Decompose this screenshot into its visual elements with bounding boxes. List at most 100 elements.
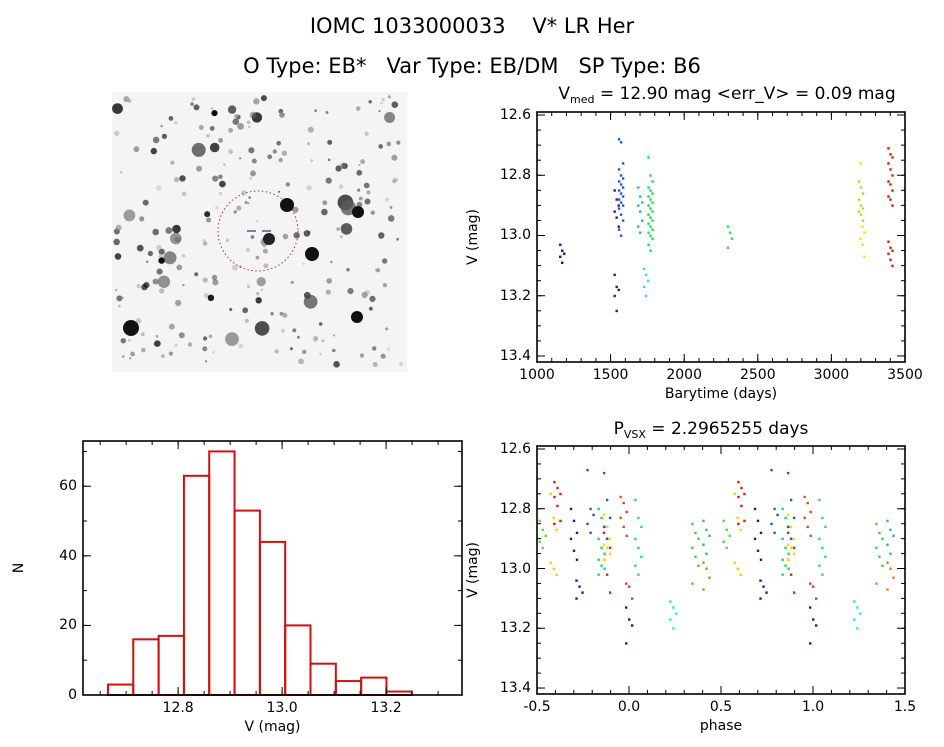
star xyxy=(198,125,204,130)
star xyxy=(218,138,224,143)
data-point xyxy=(617,180,621,183)
data-point xyxy=(621,195,625,198)
star xyxy=(270,312,274,316)
star xyxy=(212,351,215,354)
star xyxy=(357,188,361,192)
data-point xyxy=(786,531,790,535)
star xyxy=(279,112,285,118)
star xyxy=(336,227,340,231)
star xyxy=(351,311,363,323)
star xyxy=(282,312,288,318)
data-point xyxy=(809,534,812,538)
data-point xyxy=(619,495,622,499)
star xyxy=(325,111,329,114)
data-point xyxy=(625,642,628,645)
star xyxy=(298,358,304,365)
data-point xyxy=(887,252,890,255)
y-tick-label: 12.8 xyxy=(499,500,531,517)
star xyxy=(391,101,399,108)
data-point xyxy=(586,522,589,526)
star xyxy=(260,95,267,102)
star xyxy=(156,268,163,275)
star xyxy=(175,299,182,307)
y-tick-label: 40 xyxy=(59,547,77,564)
data-point xyxy=(878,555,881,558)
data-point xyxy=(631,597,634,600)
data-point xyxy=(891,204,894,207)
data-point xyxy=(625,582,628,585)
data-point xyxy=(602,531,606,535)
data-point xyxy=(617,168,621,171)
star xyxy=(202,238,206,242)
star xyxy=(360,159,366,165)
data-point xyxy=(637,204,640,207)
star xyxy=(297,335,300,339)
x-tick-label: 13.0 xyxy=(266,700,298,716)
star xyxy=(133,146,140,153)
data-point xyxy=(753,507,757,511)
star xyxy=(225,332,239,346)
star xyxy=(302,262,305,265)
data-point xyxy=(739,528,742,532)
star xyxy=(314,109,318,113)
data-point xyxy=(619,174,623,177)
data-point xyxy=(861,243,864,246)
data-point xyxy=(605,573,609,576)
data-point xyxy=(617,138,621,141)
data-point xyxy=(613,189,616,192)
star xyxy=(202,241,208,246)
star xyxy=(158,257,165,264)
data-point xyxy=(702,561,705,564)
data-point xyxy=(889,183,892,186)
star xyxy=(190,102,194,106)
data-point xyxy=(809,642,812,645)
y-tick-label: 13.0 xyxy=(499,560,531,577)
data-point xyxy=(889,198,892,201)
data-point xyxy=(886,561,889,564)
data-point xyxy=(651,180,654,183)
data-point xyxy=(575,597,578,600)
data-point xyxy=(762,585,765,588)
data-point xyxy=(691,546,694,549)
star xyxy=(141,347,146,353)
star xyxy=(113,238,120,246)
histogram-bar xyxy=(309,662,337,697)
x-axis-label: phase xyxy=(699,718,743,734)
star xyxy=(282,233,289,240)
aperture-circle xyxy=(217,190,299,272)
star xyxy=(319,352,322,356)
data-point xyxy=(773,507,776,511)
star xyxy=(250,170,256,177)
y-tick-label: 12.8 xyxy=(499,167,531,184)
x-axis-label: Barytime (days) xyxy=(664,386,778,402)
data-point xyxy=(875,582,878,585)
star xyxy=(210,107,214,110)
data-point xyxy=(792,546,796,549)
star xyxy=(203,293,209,298)
star xyxy=(327,158,331,162)
data-point xyxy=(617,189,621,192)
star xyxy=(202,277,208,283)
star xyxy=(302,349,307,355)
data-point xyxy=(672,606,675,609)
data-point xyxy=(553,495,556,499)
title-symbol: V xyxy=(558,84,571,104)
star xyxy=(272,149,277,154)
data-point xyxy=(552,567,555,570)
star xyxy=(160,124,163,128)
data-point xyxy=(608,546,612,549)
title-symbol: P xyxy=(613,419,624,439)
star xyxy=(391,154,398,161)
star xyxy=(289,347,293,351)
data-point xyxy=(621,204,625,207)
data-point xyxy=(651,210,654,213)
star xyxy=(246,120,251,125)
data-point xyxy=(637,573,640,576)
data-point xyxy=(617,198,621,201)
data-point xyxy=(792,591,796,594)
data-point xyxy=(891,156,894,159)
data-point xyxy=(812,585,815,588)
star xyxy=(209,125,215,131)
star xyxy=(170,160,175,165)
data-point xyxy=(651,201,654,204)
